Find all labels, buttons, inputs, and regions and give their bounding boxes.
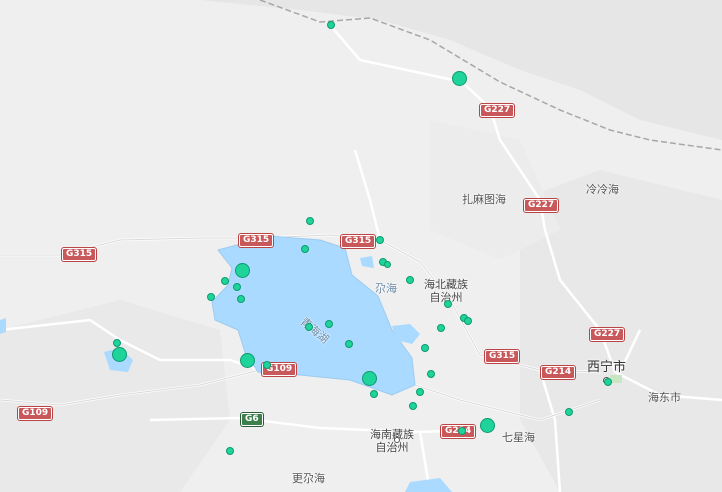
map-marker[interactable] xyxy=(406,276,414,284)
map-marker[interactable] xyxy=(325,320,333,328)
map-marker[interactable] xyxy=(376,236,384,244)
road-shield-g227: G227 xyxy=(524,199,559,212)
road-shield-g109: G109 xyxy=(18,407,53,420)
map-marker[interactable] xyxy=(604,378,612,386)
map-marker[interactable] xyxy=(464,317,472,325)
map-marker[interactable] xyxy=(345,340,353,348)
road-shield-g315: G315 xyxy=(485,350,520,363)
map-marker[interactable] xyxy=(458,427,466,435)
road-shield-g227: G227 xyxy=(480,104,515,117)
map-marker[interactable] xyxy=(263,361,271,369)
map-marker[interactable] xyxy=(301,245,309,253)
map-marker[interactable] xyxy=(306,217,314,225)
place-label-haibei: 海北藏族 自治州 xyxy=(424,278,468,304)
map-marker[interactable] xyxy=(327,21,335,29)
map-marker[interactable] xyxy=(207,293,215,301)
place-label-zhamatu: 扎麻图海 xyxy=(462,193,506,206)
place-label-xining: 西宁市 xyxy=(587,360,627,375)
city-dot-icon xyxy=(394,437,400,443)
map-marker[interactable] xyxy=(233,283,241,291)
place-label-lenglenghai: 冷冷海 xyxy=(586,183,619,196)
map-marker[interactable] xyxy=(409,402,417,410)
place-label-hainan: 海南藏族 自治州 xyxy=(370,428,414,454)
map-marker[interactable] xyxy=(565,408,573,416)
map-marker[interactable] xyxy=(416,388,424,396)
map-marker[interactable] xyxy=(237,295,245,303)
map-marker[interactable] xyxy=(113,339,121,347)
road-shield-g315: G315 xyxy=(341,235,376,248)
road-shield-g315: G315 xyxy=(239,234,274,247)
map-marker[interactable] xyxy=(370,390,378,398)
road-shield-g6: G6 xyxy=(241,413,263,426)
map-marker[interactable] xyxy=(444,300,452,308)
map-marker[interactable] xyxy=(305,323,313,331)
map-marker[interactable] xyxy=(226,447,234,455)
map-marker[interactable] xyxy=(235,263,250,278)
map-marker[interactable] xyxy=(240,353,255,368)
map-marker[interactable] xyxy=(221,277,229,285)
map-marker[interactable] xyxy=(421,344,429,352)
map-marker[interactable] xyxy=(480,418,495,433)
place-label-duohai: 尕海 xyxy=(375,282,397,295)
road-shield-g227: G227 xyxy=(590,328,625,341)
place-label-haidong: 海东市 xyxy=(648,391,681,404)
place-label-qixinghai: 七星海 xyxy=(502,431,535,444)
road-shield-g315: G315 xyxy=(62,248,97,261)
map-marker[interactable] xyxy=(112,347,127,362)
map-marker[interactable] xyxy=(427,370,435,378)
map-marker[interactable] xyxy=(362,371,377,386)
map-marker[interactable] xyxy=(384,261,391,268)
map-marker[interactable] xyxy=(437,324,445,332)
place-label-gengduohai: 更尕海 xyxy=(292,472,325,485)
road-shield-g214: G214 xyxy=(541,366,576,379)
map-marker[interactable] xyxy=(452,71,467,86)
